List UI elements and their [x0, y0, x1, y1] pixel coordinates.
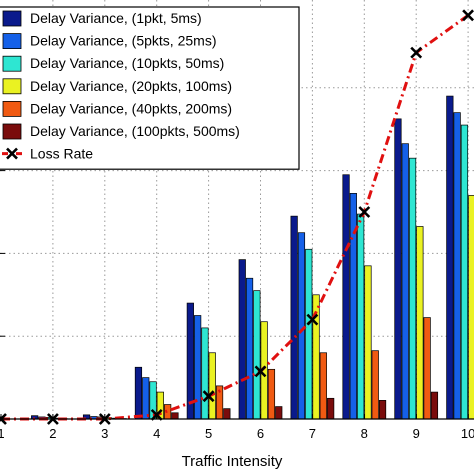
- bar: [430, 391, 439, 420]
- legend-label: Delay Variance, (100pkts, 500ms): [30, 123, 240, 139]
- bar: [194, 315, 202, 420]
- x-axis-title: Traffic Intensity: [182, 453, 283, 470]
- x-tick-label: 3: [101, 426, 108, 441]
- bar: [290, 215, 298, 420]
- legend-item: Loss Rate: [2, 146, 93, 162]
- bar: [408, 157, 417, 420]
- legend-label: Delay Variance, (1pkt, 5ms): [30, 10, 202, 26]
- bar: [142, 377, 150, 420]
- bar: [371, 350, 379, 420]
- legend-item: Delay Variance, (40pkts, 200ms): [2, 100, 232, 117]
- bar: [253, 290, 261, 420]
- loss-rate-marker: [202, 390, 215, 403]
- loss-rate-marker: [254, 365, 267, 378]
- bar: [275, 406, 283, 420]
- bar: [468, 195, 474, 420]
- bar: [357, 213, 365, 420]
- bar: [460, 124, 469, 420]
- legend-marker: [6, 147, 18, 160]
- legend-label: Delay Variance, (40pkts, 200ms): [30, 100, 232, 116]
- legend-swatch: [2, 33, 22, 49]
- legend-swatch: [2, 10, 22, 27]
- legend-label: Delay Variance, (10pkts, 50ms): [30, 55, 224, 71]
- bar: [238, 259, 246, 420]
- x-tick-label: 9: [413, 426, 420, 441]
- bar: [453, 112, 461, 420]
- bar: [364, 265, 372, 420]
- x-tick-label: 1: [0, 426, 5, 441]
- x-tick-label: 6: [257, 426, 264, 441]
- bar: [394, 118, 402, 420]
- bar: [342, 174, 350, 420]
- bar: [245, 277, 254, 420]
- bar: [416, 226, 424, 420]
- loss-rate-marker: [306, 313, 319, 326]
- axes: 1 2 3 4 5 6 7 8 9 10: [0, 87, 474, 441]
- legend-label: Delay Variance, (5pkts, 25ms): [30, 33, 216, 49]
- legend-swatch: [2, 55, 22, 72]
- x-tick-label: 8: [361, 426, 368, 441]
- bar: [305, 248, 313, 420]
- x-tick-label: 7: [309, 426, 316, 441]
- loss-rate-marker: [358, 206, 371, 218]
- bar: [134, 366, 143, 420]
- bar: [327, 397, 335, 420]
- bar: [446, 95, 454, 420]
- bar: [401, 143, 409, 420]
- loss-rate-marker: [462, 9, 474, 22]
- bar: [171, 412, 179, 420]
- legend-swatch: [2, 101, 22, 117]
- loss-rate-marker: [410, 46, 423, 59]
- bar: [378, 400, 387, 420]
- bar: [267, 368, 276, 420]
- legend-item: Delay Variance, (10pkts, 50ms): [2, 55, 224, 72]
- bar: [297, 232, 306, 420]
- legend-label: Delay Variance, (20pkts, 100ms): [30, 78, 232, 94]
- legend-item: Delay Variance, (1pkt, 5ms): [2, 10, 202, 27]
- x-tick-label: 4: [153, 426, 160, 441]
- bar: [319, 352, 327, 420]
- legend-item: Delay Variance, (100pkts, 500ms): [2, 123, 240, 140]
- legend-swatch: [2, 78, 22, 95]
- legend-item: Delay Variance, (20pkts, 100ms): [2, 78, 232, 95]
- legend: Delay Variance, (1pkt, 5ms) Delay Varianc…: [0, 6, 300, 170]
- legend-swatch: [2, 123, 22, 140]
- bar: [201, 327, 209, 420]
- x-tick-label: 2: [49, 426, 56, 441]
- legend-box: [0, 6, 300, 170]
- bar: [423, 317, 431, 420]
- bars: [31, 95, 474, 420]
- legend-label: Loss Rate: [30, 146, 93, 162]
- legend-item: Delay Variance, (5pkts, 25ms): [2, 33, 216, 49]
- x-tick-label: 5: [205, 426, 212, 441]
- bar: [208, 352, 216, 420]
- bar: [223, 408, 231, 420]
- x-tick-label: 10: [461, 426, 474, 441]
